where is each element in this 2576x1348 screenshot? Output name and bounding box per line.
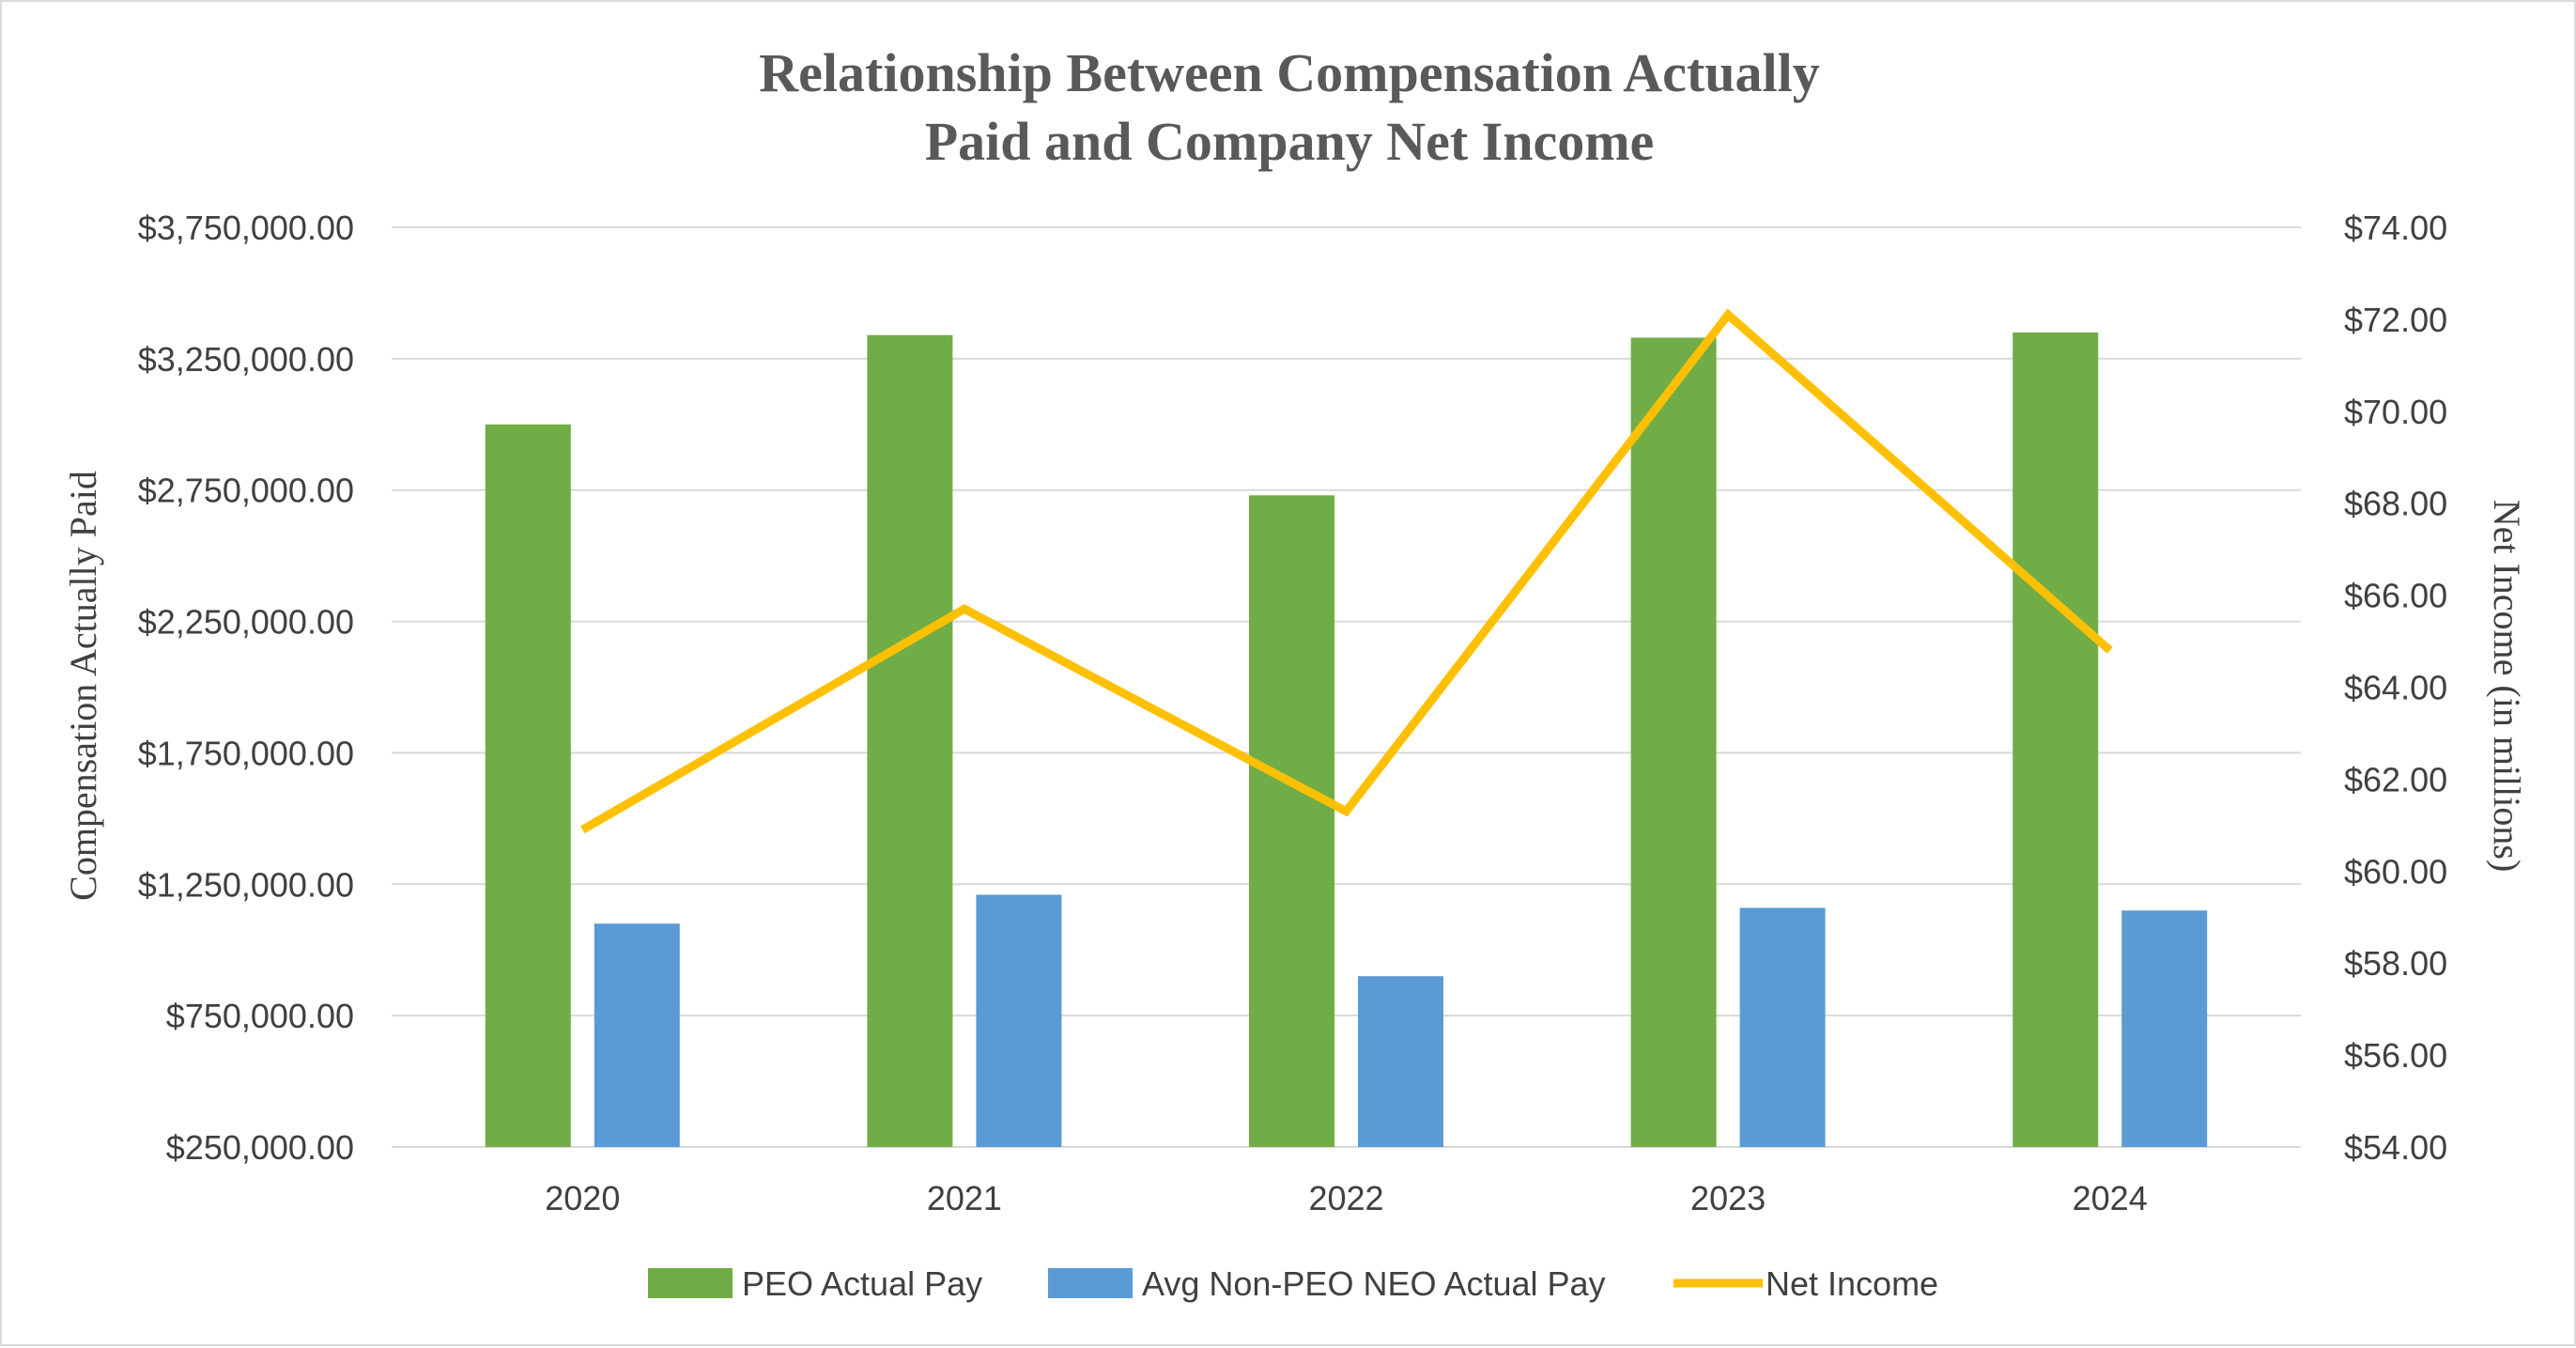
right-axis-title: Net Income (in millions): [2486, 500, 2528, 873]
left-tick-label: $2,750,000.00: [138, 472, 354, 510]
left-tick-label: $750,000.00: [166, 997, 354, 1035]
right-tick-label: $58.00: [2344, 944, 2447, 983]
category-label: 2022: [1308, 1179, 1383, 1217]
category-label: 2024: [2073, 1179, 2148, 1217]
right-tick-label: $74.00: [2344, 209, 2447, 247]
right-tick-label: $64.00: [2344, 669, 2447, 707]
legend-swatch-avg-non-peo-neo-actual-pay: [1048, 1268, 1133, 1298]
bar-avg-non-peo-neo-actual-pay-2024: [2121, 910, 2207, 1147]
category-label: 2021: [927, 1179, 1002, 1217]
legend-label-net-income: Net Income: [1766, 1264, 1938, 1303]
legend: PEO Actual Pay Avg Non-PEO NEO Actual Pay…: [648, 1264, 1938, 1303]
bar-avg-non-peo-neo-actual-pay-2022: [1358, 976, 1443, 1147]
right-tick-label: $70.00: [2344, 393, 2447, 431]
bar-peo-actual-pay-2024: [2013, 333, 2098, 1147]
left-axis-title: Compensation Actually Paid: [62, 471, 104, 901]
left-axis-ticks: $250,000.00 $750,000.00 $1,250,000.00 $1,75…: [138, 209, 354, 1167]
category-label: 2023: [1690, 1179, 1766, 1217]
left-tick-label: $3,250,000.00: [138, 340, 354, 379]
chart-title-line-2: Paid and Company Net Income: [925, 111, 1655, 172]
bar-avg-non-peo-neo-actual-pay-2021: [976, 894, 1061, 1147]
left-tick-label: $3,750,000.00: [138, 209, 354, 247]
bar-avg-non-peo-neo-actual-pay-2023: [1740, 907, 1826, 1147]
left-tick-label: $1,250,000.00: [138, 865, 354, 904]
bar-peo-actual-pay-2023: [1631, 337, 1717, 1147]
legend-swatch-peo-actual-pay: [648, 1268, 733, 1298]
right-tick-label: $62.00: [2344, 760, 2447, 798]
left-tick-label: $250,000.00: [166, 1128, 354, 1167]
category-axis-labels: 2020 2021 2022 2023 2024: [545, 1179, 2147, 1217]
right-tick-label: $66.00: [2344, 577, 2447, 615]
left-tick-label: $1,750,000.00: [138, 734, 354, 772]
right-tick-label: $72.00: [2344, 301, 2447, 339]
bar-peo-actual-pay-2020: [486, 425, 571, 1147]
chart-title: Relationship Between Compensation Actual…: [759, 42, 1819, 172]
right-axis-ticks: $54.00 $56.00 $58.00 $60.00 $62.00 $64.00 $66.…: [2344, 209, 2447, 1167]
chart-title-line-1: Relationship Between Compensation Actual…: [759, 42, 1819, 103]
right-tick-label: $60.00: [2344, 852, 2447, 891]
left-tick-label: $2,250,000.00: [138, 603, 354, 642]
bar-peo-actual-pay-2022: [1249, 495, 1334, 1147]
right-tick-label: $54.00: [2344, 1128, 2447, 1167]
bar-avg-non-peo-neo-actual-pay-2020: [594, 923, 680, 1147]
category-label: 2020: [545, 1179, 620, 1217]
right-tick-label: $68.00: [2344, 485, 2447, 523]
legend-label-peo-actual-pay: PEO Actual Pay: [742, 1264, 982, 1303]
bar-peo-actual-pay-2021: [867, 335, 952, 1147]
legend-label-avg-non-peo-neo-actual-pay: Avg Non-PEO NEO Actual Pay: [1142, 1264, 1606, 1303]
right-tick-label: $56.00: [2344, 1036, 2447, 1075]
